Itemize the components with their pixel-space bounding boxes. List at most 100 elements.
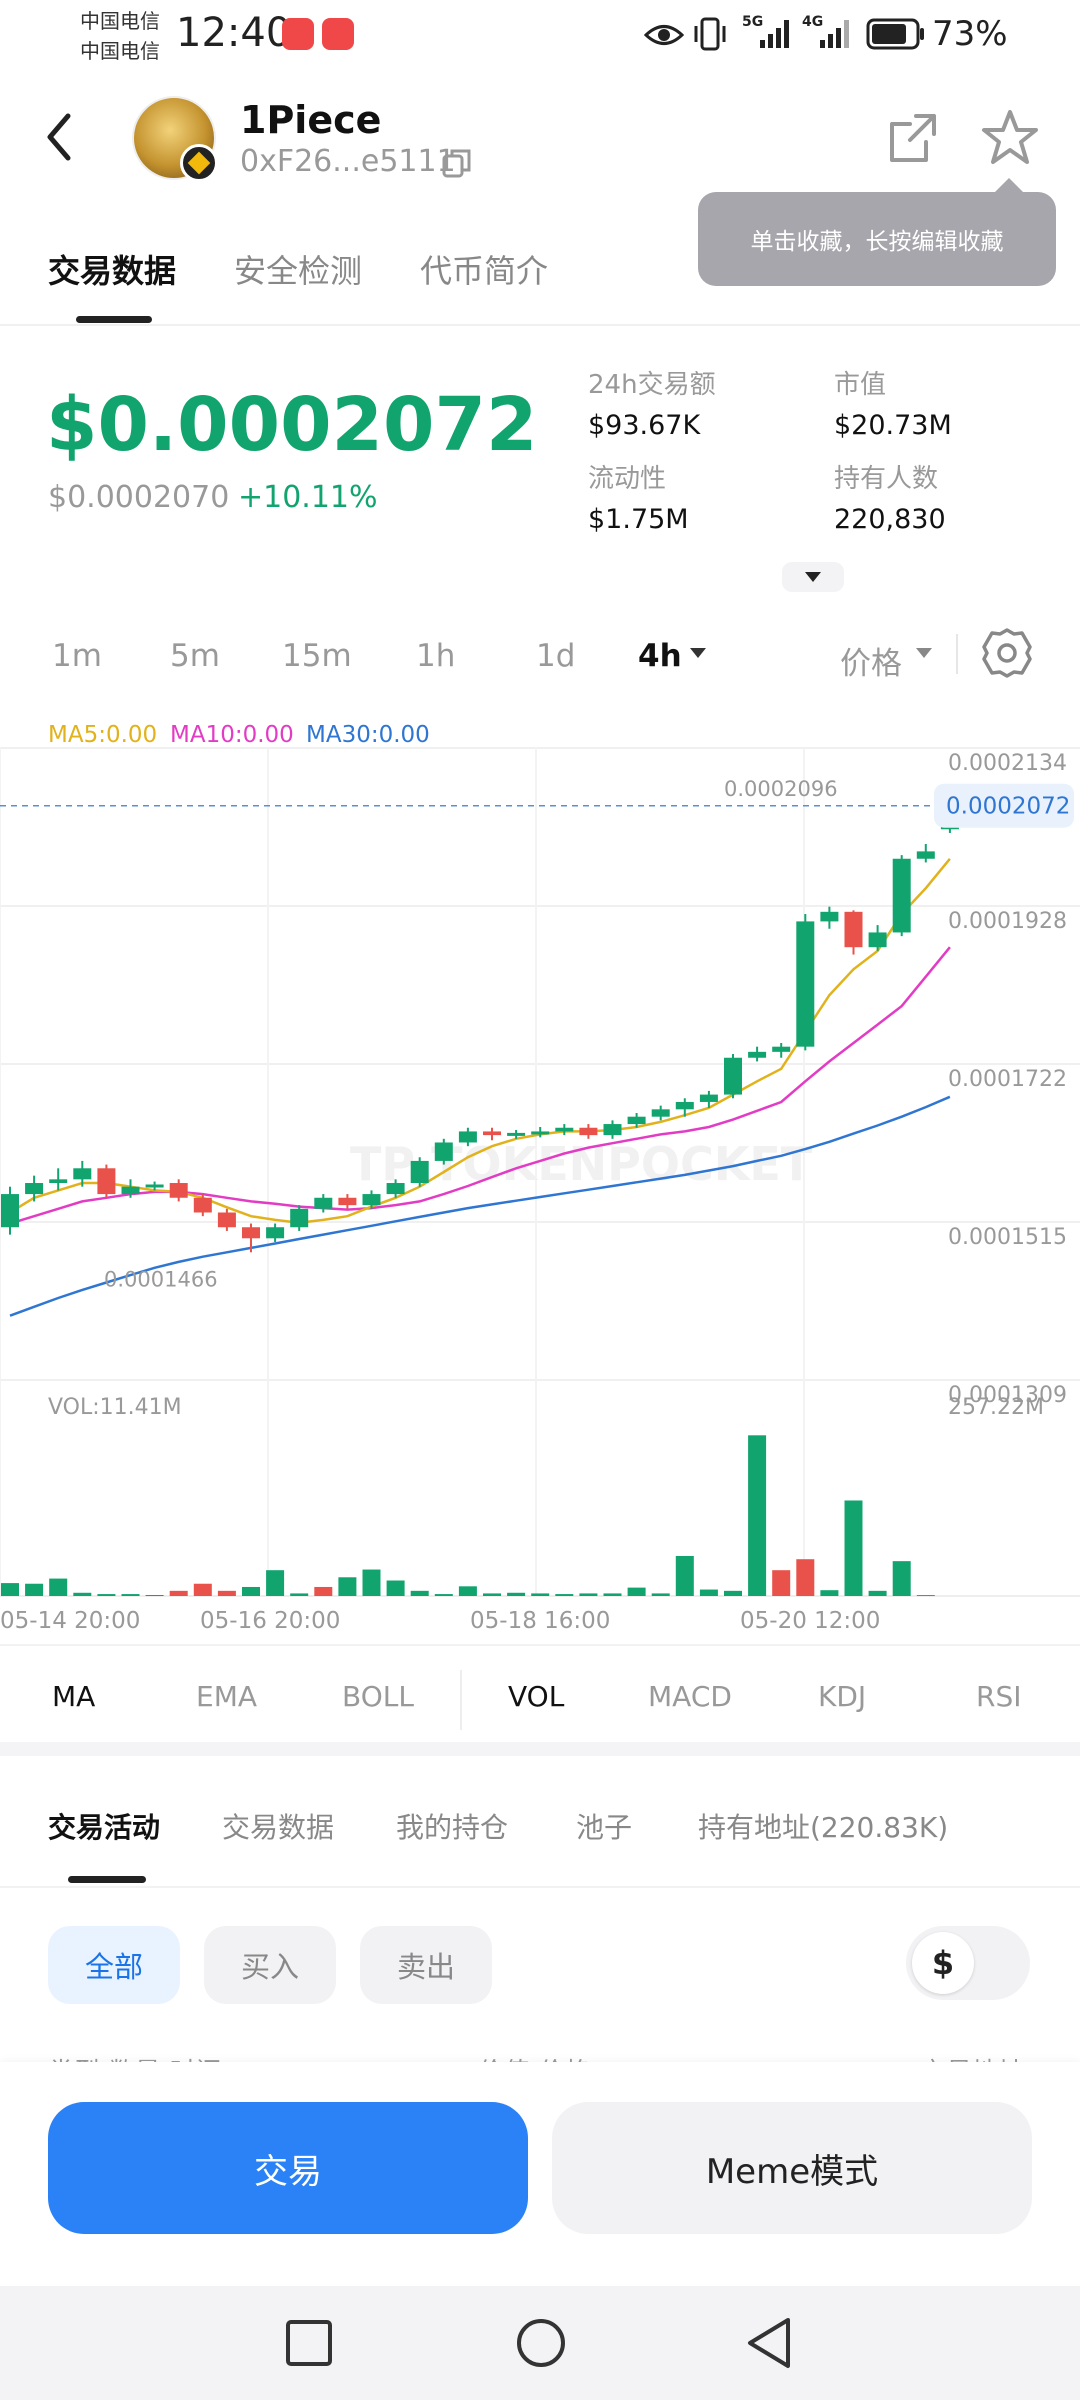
indicator-boll[interactable]: BOLL	[342, 1680, 414, 1713]
candle	[217, 1212, 236, 1228]
timeframe-4h[interactable]: 4h	[638, 638, 682, 674]
trade-button[interactable]: 交易	[48, 2102, 528, 2234]
tab-token-intro[interactable]: 代币简介	[420, 252, 549, 290]
network-5g: 5G	[742, 14, 764, 30]
filter-sell[interactable]: 卖出	[360, 1926, 492, 2004]
candle	[338, 1197, 357, 1206]
meme-mode-button[interactable]: Meme模式	[552, 2102, 1032, 2234]
filter-buy[interactable]: 买入	[204, 1926, 336, 2004]
volume-bar	[675, 1555, 694, 1596]
y-axis-label: 0.0001928	[948, 909, 1067, 934]
liquidity-label: 流动性	[588, 464, 667, 494]
candle	[121, 1186, 140, 1195]
tab-indicator	[68, 1876, 146, 1883]
volume-bar	[290, 1593, 309, 1596]
volume-bar	[97, 1594, 116, 1596]
tab-trading-data[interactable]: 交易数据	[48, 252, 177, 290]
holders-value: 220,830	[834, 504, 946, 535]
volume-bar	[651, 1593, 670, 1596]
indicator-rsi[interactable]: RSI	[976, 1680, 1022, 1713]
back-nav-icon[interactable]	[744, 2314, 794, 2372]
volume-24h-label: 24h交易额	[588, 370, 716, 400]
volume-bar	[507, 1592, 526, 1596]
tab-security-check[interactable]: 安全检测	[234, 252, 363, 290]
volume-bar	[531, 1593, 550, 1596]
signal-icon	[760, 20, 789, 48]
x-axis-label: 05-16 20:00	[200, 1608, 340, 1634]
candle	[242, 1227, 260, 1239]
home-icon[interactable]	[514, 2316, 568, 2370]
expand-stats-button[interactable]	[782, 562, 844, 592]
candle	[916, 851, 935, 859]
vibrate-icon	[694, 17, 726, 51]
candlestick-chart[interactable]: TP TOKENPOCKET 0.00021340.00019280.00017…	[0, 740, 1080, 1640]
timeframe-1d[interactable]: 1d	[536, 638, 576, 674]
share-icon[interactable]	[886, 112, 940, 166]
liquidity-value: $1.75M	[588, 504, 689, 535]
x-axis-label: 05-18 16:00	[470, 1608, 610, 1634]
divider	[0, 324, 1080, 326]
candle	[844, 911, 863, 948]
market-cap-label: 市值	[834, 370, 887, 400]
ma5-legend: MA5:0.00	[48, 722, 158, 748]
volume-bar	[724, 1590, 742, 1596]
y-axis-label: 0.0001722	[948, 1067, 1067, 1092]
volume-bar	[844, 1500, 863, 1596]
holders-label: 持有人数	[834, 464, 939, 494]
candle	[314, 1197, 333, 1209]
candle	[434, 1142, 453, 1161]
tab-my-position[interactable]: 我的持仓	[396, 1811, 509, 1844]
candle	[555, 1127, 574, 1132]
y-axis-label: 0.0002134	[948, 751, 1067, 776]
battery-percent: 73%	[932, 14, 1008, 54]
carrier-1: 中国电信	[80, 9, 160, 33]
copy-icon[interactable]	[440, 146, 474, 180]
candle	[699, 1094, 718, 1102]
volume-bar	[434, 1594, 453, 1596]
chevron-down-icon	[805, 572, 821, 582]
tab-pools[interactable]: 池子	[576, 1811, 633, 1844]
candle	[675, 1101, 694, 1110]
tab-trade-data[interactable]: 交易数据	[222, 1811, 335, 1844]
indicator-ema[interactable]: EMA	[196, 1680, 258, 1713]
timeframe-1h[interactable]: 1h	[416, 638, 456, 674]
volume-bar	[49, 1578, 68, 1596]
volume-max-label: 257.22M	[948, 1395, 1044, 1420]
candle	[868, 932, 887, 948]
currency-toggle[interactable]: $	[906, 1926, 1030, 2000]
ma30-legend: MA30:0.00	[306, 722, 430, 748]
candle	[651, 1109, 670, 1117]
recent-apps-icon[interactable]	[284, 2318, 334, 2368]
x-axis-label: 05-14 20:00	[0, 1608, 140, 1634]
price-selector[interactable]: 价格	[840, 646, 902, 682]
settings-icon[interactable]	[980, 626, 1034, 680]
tab-holders[interactable]: 持有地址(220.83K)	[698, 1811, 949, 1844]
section-divider	[0, 1742, 1080, 1756]
indicator-kdj[interactable]: KDJ	[818, 1680, 867, 1713]
star-icon[interactable]	[980, 108, 1040, 168]
tab-trade-activity[interactable]: 交易活动	[48, 1811, 161, 1844]
signal-icon	[820, 20, 849, 48]
volume-bar	[266, 1570, 285, 1596]
indicator-vol[interactable]: VOL	[508, 1680, 565, 1713]
back-arrow-icon[interactable]	[44, 112, 74, 162]
candle	[724, 1057, 742, 1095]
volume-bar	[796, 1559, 815, 1596]
ma30-line	[9, 1095, 951, 1317]
timeframe-1m[interactable]: 1m	[52, 638, 102, 674]
current-price-tag	[934, 783, 1074, 828]
ma10-legend: MA10:0.00	[170, 722, 294, 748]
indicator-macd[interactable]: MACD	[648, 1680, 732, 1713]
filter-all[interactable]: 全部	[48, 1926, 180, 2004]
candle	[1, 1194, 19, 1228]
timeframe-5m[interactable]: 5m	[170, 638, 220, 674]
candle	[362, 1194, 381, 1206]
token-address: 0xF26...e5111	[240, 144, 456, 179]
timeframe-15m[interactable]: 15m	[282, 638, 352, 674]
volume-bar	[772, 1570, 791, 1596]
price-change: +10.11%	[238, 480, 378, 515]
candle	[73, 1168, 92, 1180]
indicator-ma[interactable]: MA	[52, 1680, 96, 1713]
token-name: 1Piece	[240, 98, 382, 142]
system-nav-bar	[0, 2286, 1080, 2400]
